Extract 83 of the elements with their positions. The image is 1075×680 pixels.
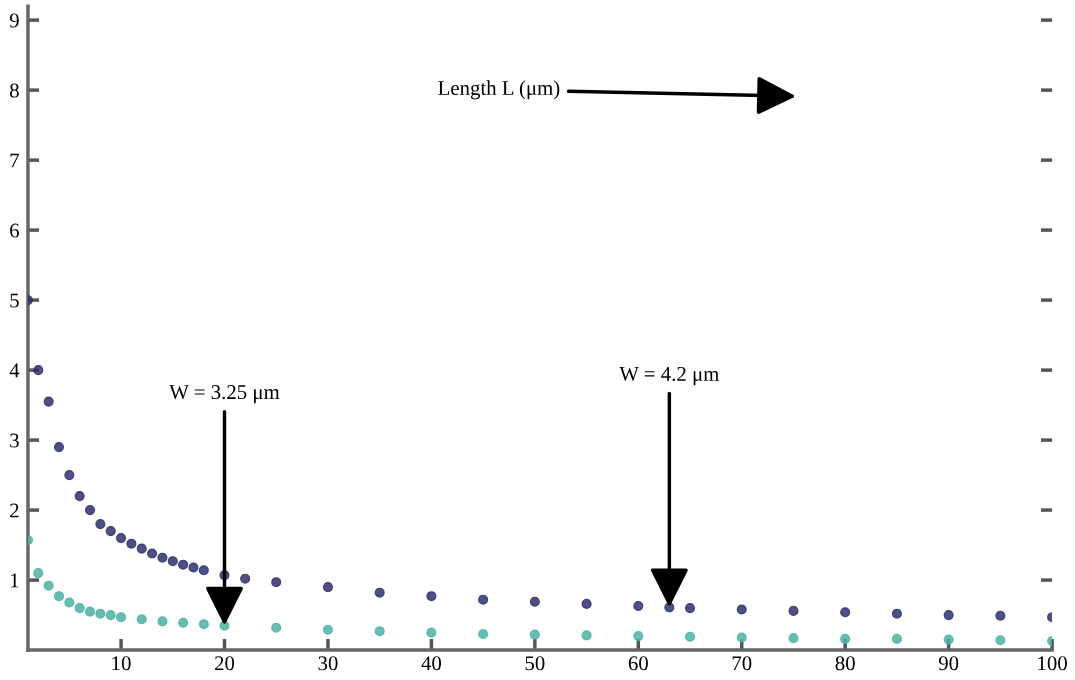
x-tick-label: 40 [421, 656, 442, 671]
point [178, 559, 189, 570]
point [271, 577, 282, 588]
point [271, 622, 282, 633]
point [736, 604, 747, 615]
point [198, 619, 209, 630]
point [105, 526, 116, 537]
annotation: Length L (μm) [438, 80, 560, 100]
point [53, 591, 65, 602]
point [426, 627, 437, 638]
point [74, 603, 85, 614]
point [426, 591, 437, 602]
x-tick-label: 80 [835, 656, 855, 671]
point [198, 565, 209, 576]
point [478, 628, 489, 640]
point [788, 633, 799, 644]
point [74, 491, 85, 502]
point [581, 598, 592, 609]
point [33, 365, 44, 376]
point [53, 442, 65, 453]
point [891, 608, 902, 619]
point [995, 635, 1006, 646]
point [43, 580, 54, 591]
point [529, 629, 540, 640]
point [240, 573, 251, 584]
point [178, 617, 189, 628]
point [167, 556, 178, 567]
annotation: W = 4.2 μm [619, 366, 720, 386]
x-tick-label: 20 [215, 656, 235, 671]
point [684, 631, 696, 642]
x-tick-label: 50 [525, 656, 545, 671]
x-tick-label: 70 [732, 656, 752, 671]
y-tick-label: 3 [10, 433, 19, 448]
x-tick-label: 90 [938, 656, 959, 671]
x-tick-label: 30 [318, 656, 338, 671]
point [684, 603, 696, 614]
point [115, 612, 127, 623]
point [529, 596, 540, 607]
point [188, 562, 199, 573]
point [157, 552, 168, 563]
point [633, 600, 644, 612]
point [374, 587, 385, 598]
point [105, 610, 116, 621]
point [322, 582, 334, 593]
x-tick-label: 10 [112, 656, 131, 671]
point [95, 519, 106, 530]
point [840, 607, 851, 618]
y-tick-label: 1 [11, 573, 19, 588]
y-tick-label: 6 [10, 223, 19, 238]
point [95, 608, 106, 619]
point [736, 632, 747, 643]
point [374, 626, 385, 637]
point [115, 533, 127, 544]
y-tick-label: 4 [9, 363, 20, 378]
point [157, 616, 168, 627]
y-tick-label: 7 [10, 153, 20, 168]
point [33, 568, 44, 579]
annotation: W = 3.25 μm [169, 385, 280, 404]
point [84, 606, 96, 617]
point [136, 614, 147, 625]
point [147, 548, 158, 559]
point [64, 470, 75, 481]
y-tick-label: 9 [9, 13, 19, 28]
point [43, 396, 54, 407]
x-tick-label: 100 [1038, 656, 1067, 671]
point [322, 624, 334, 635]
point [788, 605, 799, 616]
point [633, 631, 644, 642]
point [891, 633, 902, 644]
point [995, 610, 1006, 621]
point [943, 634, 954, 645]
point [840, 633, 851, 644]
point [943, 610, 954, 621]
y-tick-label: 5 [10, 293, 19, 308]
y-tick-label: 8 [9, 83, 19, 98]
x-tick-label: 60 [628, 656, 648, 671]
y-tick-label: 2 [10, 503, 19, 518]
point [136, 543, 147, 554]
point [478, 594, 489, 605]
point [581, 630, 592, 641]
point [126, 538, 137, 549]
point [64, 597, 75, 608]
point [84, 505, 96, 516]
